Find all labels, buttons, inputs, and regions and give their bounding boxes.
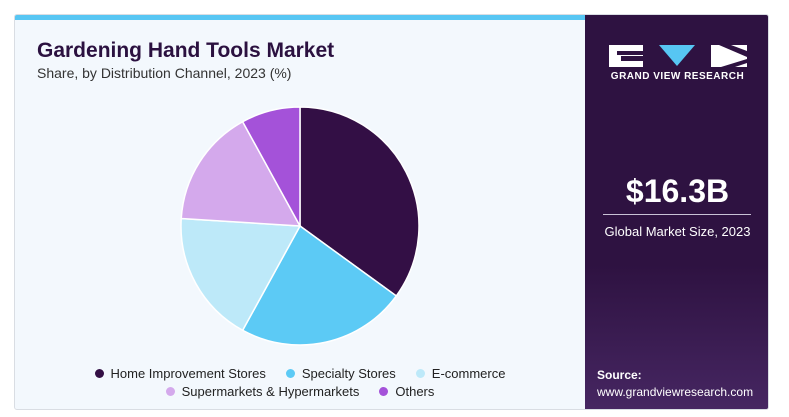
pie-slice-home-improvement-stores: [299, 106, 420, 297]
chart-subtitle: Share, by Distribution Channel, 2023 (%): [37, 65, 292, 81]
legend-swatch: [285, 369, 295, 379]
legend-row-2: Supermarkets & Hypermarkets Others: [15, 384, 585, 399]
legend-label: Supermarkets & Hypermarkets: [181, 384, 360, 399]
market-size-value: $16.3B: [625, 173, 730, 209]
legend-label: Home Improvement Stores: [110, 366, 266, 381]
logo-wordmark: GRAND VIEW RESEARCH: [610, 71, 745, 82]
legend-label: Others: [395, 384, 435, 399]
legend-swatch: [165, 387, 175, 397]
legend-item: Specialty Stores: [285, 366, 396, 381]
legend-label: E-commerce: [431, 366, 506, 381]
divider: [603, 214, 751, 215]
legend-swatch: [379, 387, 389, 397]
legend-swatch: [94, 369, 104, 379]
legend-label: Specialty Stores: [301, 366, 396, 381]
legend-item: E-commerce: [415, 366, 506, 381]
pie-slice-specialty-stores: [241, 224, 398, 346]
source-label: Source:: [597, 368, 642, 382]
pie-chart: [180, 106, 420, 346]
accent-bar: [15, 15, 585, 20]
legend-swatch: [415, 369, 425, 379]
legend-row-1: Home Improvement Stores Specialty Stores E…: [15, 366, 585, 381]
chart-title: Gardening Hand Tools Market: [37, 39, 335, 62]
market-size-label: Global Market Size, 2023: [604, 224, 751, 239]
legend-item: Supermarkets & Hypermarkets: [165, 384, 360, 399]
chart-card: Gardening Hand Tools Market Share, by Di…: [14, 14, 769, 410]
legend-item: Others: [379, 384, 434, 399]
pie-slice-supermarkets-hypermarkets: [180, 120, 302, 227]
pie-slice-e-commerce: [180, 217, 302, 332]
summary-sidebar: GRAND VIEW RESEARCH $16.3B Global Market…: [585, 15, 768, 409]
legend-item: Home Improvement Stores: [94, 366, 266, 381]
source-url[interactable]: www.grandviewresearch.com: [597, 385, 754, 399]
sidebar-gradient: [585, 265, 768, 409]
grand-view-research-logo-icon: [609, 45, 747, 67]
pie-slice-others: [241, 106, 301, 227]
